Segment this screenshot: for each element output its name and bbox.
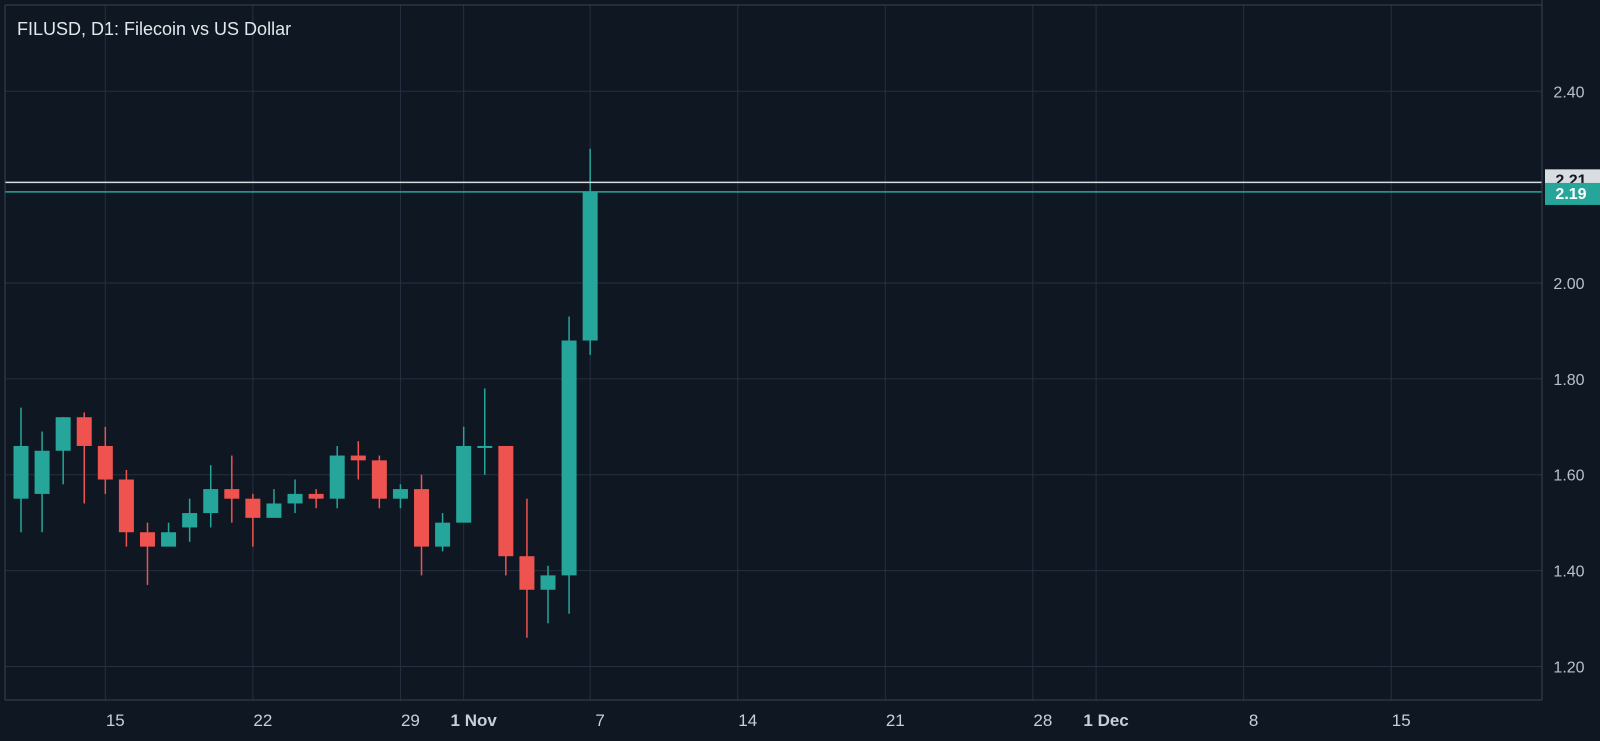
x-tick-label: 1 Nov xyxy=(451,711,498,730)
x-tick-label: 28 xyxy=(1033,711,1052,730)
current-price-label-bg xyxy=(1545,182,1600,205)
candle-body-down xyxy=(498,445,514,557)
y-tick-label: 1.20 xyxy=(1553,659,1584,676)
candle-body-up xyxy=(266,503,282,518)
x-tick-label: 14 xyxy=(738,711,757,730)
x-tick-label: 21 xyxy=(886,711,905,730)
candle-body-up xyxy=(582,191,598,341)
y-tick-label: 1.40 xyxy=(1553,564,1584,581)
candle-body-up xyxy=(456,445,472,523)
candle-body-down xyxy=(118,479,134,533)
x-tick-label: 15 xyxy=(1392,711,1411,730)
candle-body-up xyxy=(540,575,556,590)
y-tick-label: 2.40 xyxy=(1553,84,1584,101)
candle-body-down xyxy=(371,460,387,499)
candle-body-up xyxy=(13,445,29,499)
candle-body-down xyxy=(224,489,240,499)
candle-body-down xyxy=(97,445,113,480)
candle-body-up xyxy=(435,522,451,547)
x-tick-label: 15 xyxy=(106,711,125,730)
x-tick-label: 1 Dec xyxy=(1083,711,1128,730)
candle-body-up xyxy=(329,455,345,499)
candle-body-up xyxy=(392,489,408,499)
candle-body-down xyxy=(350,455,366,461)
x-tick-label: 8 xyxy=(1249,711,1258,730)
candle-body-up xyxy=(55,417,71,451)
y-tick-label: 2.00 xyxy=(1553,276,1584,293)
x-tick-label: 29 xyxy=(401,711,420,730)
candle-layer xyxy=(13,148,598,638)
candle-body-up xyxy=(182,513,198,528)
candle-body-up xyxy=(477,445,493,448)
current-price-label: 2.19 xyxy=(1555,186,1586,203)
candle-body-down xyxy=(414,489,430,547)
grid-layer xyxy=(5,5,1542,700)
x-tick-label: 7 xyxy=(595,711,604,730)
candle-body-down xyxy=(519,556,535,590)
candle-body-up xyxy=(161,532,177,547)
candle-body-down xyxy=(245,498,261,518)
y-tick-label: 1.80 xyxy=(1553,372,1584,389)
candle-body-down xyxy=(139,532,155,547)
x-tick-label: 22 xyxy=(253,711,272,730)
candle-body-down xyxy=(76,417,92,446)
chart-title: FILUSD, D1: Filecoin vs US Dollar xyxy=(17,19,291,39)
candle-body-up xyxy=(203,489,219,514)
candle-body-down xyxy=(308,493,324,499)
candle-body-up xyxy=(561,340,577,576)
axis-layer: 1.20 1.40 1.60 1.80 2.00 2.40 15 22 29 1 Nov 7 14 21… xyxy=(4,0,1600,730)
y-tick-label: 1.60 xyxy=(1553,468,1584,485)
candle-body-up xyxy=(34,450,50,494)
price-line-layer xyxy=(5,181,1542,193)
candle-body-up xyxy=(287,493,303,504)
